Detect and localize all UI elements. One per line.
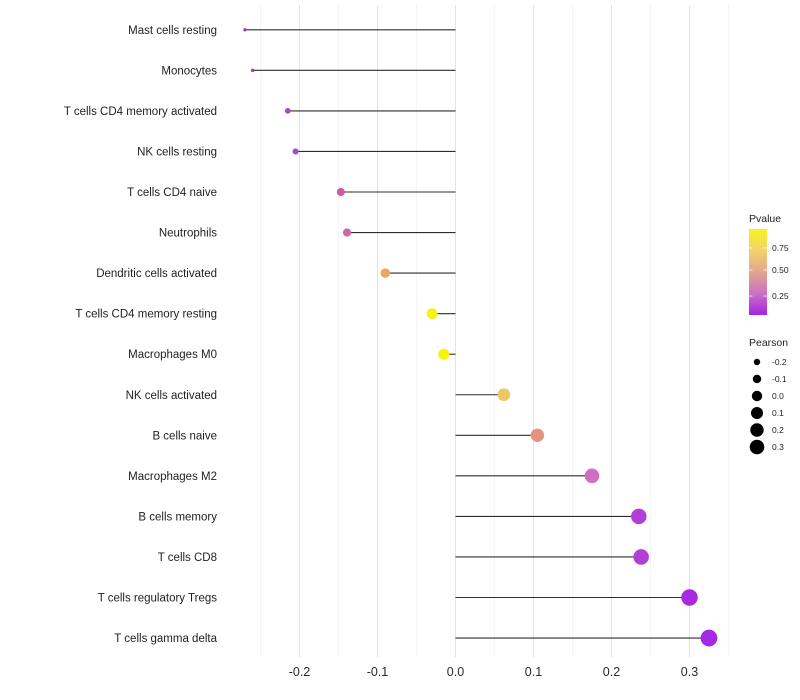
- y-axis-label: Macrophages M2: [128, 471, 217, 483]
- data-point: [336, 187, 345, 197]
- y-axis-label: T cells CD4 memory resting: [75, 309, 217, 321]
- y-axis-labels: Mast cells resting Monocytes T cells CD4 m…: [64, 25, 218, 645]
- data-point: [284, 108, 291, 114]
- y-axis-label: B cells memory: [138, 511, 217, 523]
- x-axis-tick-label: 0.3: [681, 665, 698, 679]
- pearson-legend-label: 0.0: [772, 391, 784, 401]
- grid-layer: [260, 5, 729, 657]
- pearson-legend-label: -0.2: [772, 357, 787, 367]
- pearson-legend-dot: [752, 374, 762, 384]
- y-axis-label: NK cells activated: [126, 390, 217, 402]
- data-point: [438, 348, 450, 360]
- y-axis-label: T cells regulatory Tregs: [98, 593, 218, 605]
- data-point: [497, 388, 511, 402]
- dot-layer: [243, 28, 718, 647]
- y-axis-label: T cells gamma delta: [114, 633, 217, 645]
- pearson-legend-dot: [749, 439, 765, 455]
- pearson-legend-dot: [751, 390, 763, 402]
- x-axis-tick-labels: -0.2 -0.1 0.0 0.1 0.2 0.3: [289, 665, 699, 679]
- y-axis-label: Monocytes: [161, 65, 217, 77]
- data-point: [250, 68, 255, 73]
- pearson-legend-dot: [750, 423, 764, 437]
- data-point: [292, 148, 299, 155]
- data-point: [681, 589, 698, 606]
- data-point: [380, 268, 391, 278]
- pearson-legend-label: 0.3: [772, 442, 784, 452]
- x-axis-tick-label: 0.0: [447, 665, 464, 679]
- pvalue-legend-title: Pvalue: [749, 213, 781, 225]
- y-axis-label: T cells CD8: [158, 552, 217, 564]
- legend: Pvalue 0.75 0.50 0.25 Pearson -0.2 -0.1 0.0 0…: [749, 213, 789, 455]
- pvalue-colorbar: [749, 229, 767, 315]
- x-axis-tick-label: 0.1: [525, 665, 542, 679]
- y-axis-label: Macrophages M0: [128, 349, 217, 361]
- x-axis-tick-label: 0.2: [603, 665, 620, 679]
- data-point: [700, 629, 718, 647]
- pearson-legend-label: 0.2: [772, 425, 784, 435]
- data-point: [426, 308, 438, 320]
- pearson-legend-title: Pearson: [749, 337, 788, 349]
- y-axis-label: Dendritic cells activated: [96, 268, 217, 280]
- pvalue-tick-label: 0.50: [772, 265, 789, 275]
- pvalue-tick-label: 0.25: [772, 291, 789, 301]
- pearson-legend-dot: [753, 358, 761, 366]
- y-axis-label: Mast cells resting: [128, 25, 217, 37]
- pvalue-colorbar-ticks: 0.75 0.50 0.25: [749, 243, 789, 301]
- x-axis-tick-label: -0.1: [367, 665, 389, 679]
- y-axis-label: B cells naive: [152, 430, 217, 442]
- data-point: [530, 428, 545, 443]
- pearson-legend-label: 0.1: [772, 408, 784, 418]
- y-axis-label: NK cells resting: [137, 146, 217, 158]
- y-axis-label: T cells CD4 naive: [127, 187, 217, 199]
- x-axis-tick-label: -0.2: [289, 665, 311, 679]
- data-point: [631, 508, 647, 525]
- data-point: [243, 28, 247, 32]
- data-point: [584, 468, 600, 484]
- y-axis-label: Neutrophils: [159, 228, 217, 240]
- pearson-legend-dot: [751, 407, 763, 419]
- pearson-legend-label: -0.1: [772, 374, 787, 384]
- data-point: [342, 228, 352, 237]
- data-point: [633, 549, 649, 565]
- pvalue-tick-label: 0.75: [772, 243, 789, 253]
- pearson-size-legend: -0.2 -0.1 0.0 0.1 0.2 0.3: [749, 357, 787, 455]
- y-axis-label: T cells CD4 memory activated: [64, 106, 217, 118]
- stem-layer: [244, 29, 709, 639]
